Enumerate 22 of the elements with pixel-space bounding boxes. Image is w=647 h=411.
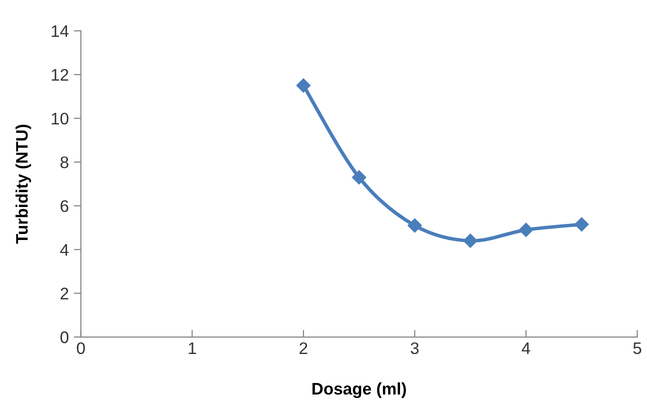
- point: [518, 222, 534, 237]
- x-tick-label: 0: [76, 342, 85, 354]
- point: [352, 170, 366, 184]
- x-axis-title: Dosage (ml): [312, 382, 406, 398]
- x-tick-label: 3: [410, 342, 419, 354]
- y-axis-title: Turbidity (NTU): [16, 124, 32, 244]
- y-tick-label: 0: [60, 331, 68, 344]
- y-tick-label: 6: [60, 200, 68, 212]
- y-tick-label: 10: [52, 112, 68, 125]
- x-tick-label: 1: [188, 342, 196, 354]
- x-tick-label: 5: [633, 342, 642, 354]
- point: [408, 218, 422, 233]
- x-tick-label: 4: [522, 342, 530, 354]
- x-tick-label: 2: [300, 342, 308, 354]
- point: [574, 217, 589, 232]
- y-tick-label: 12: [52, 68, 68, 81]
- point: [463, 234, 478, 248]
- y-tick-label: 8: [60, 156, 68, 168]
- y-tick-label: 2: [60, 288, 68, 300]
- y-tick-label: 14: [52, 25, 69, 37]
- y-tick-label: 4: [60, 244, 69, 256]
- point: [296, 78, 311, 93]
